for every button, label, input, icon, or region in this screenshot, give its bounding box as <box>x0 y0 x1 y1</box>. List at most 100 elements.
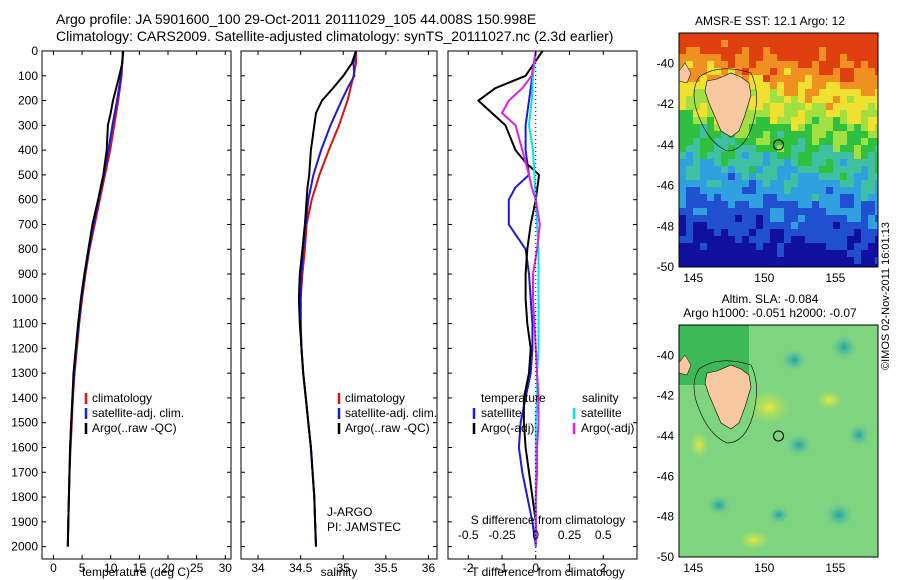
y-tick-label: 1600 <box>11 440 38 454</box>
series-line-temperature-satellite <box>507 51 537 547</box>
legend-label: satellite <box>481 406 522 420</box>
y-tick-label: 400 <box>18 143 38 157</box>
x-tick-label: -1 <box>497 561 508 575</box>
salinity-series-group <box>297 51 357 547</box>
x-tick-label: 0 <box>532 561 539 575</box>
x-tick-label: -2 <box>463 561 474 575</box>
map-y-tick-label: -40 <box>657 348 675 362</box>
y-tick-label: 200 <box>18 94 38 108</box>
legend-label: climatology <box>92 391 152 405</box>
difference-xlabel: T difference from climatology <box>471 565 625 579</box>
y-tick-label: 1300 <box>11 366 38 380</box>
map-y-tick-label: -50 <box>657 260 675 274</box>
map-y-tick-label: -40 <box>657 57 675 71</box>
x2-tick-label: 0.25 <box>558 528 582 542</box>
legend-label: climatology <box>345 391 405 405</box>
y-tick-label: 1800 <box>11 490 38 504</box>
y-tick-label: 0 <box>31 44 38 58</box>
legend-label: satellite-adj. clim. <box>92 406 184 420</box>
temperature-xlabel: temperature (deg C) <box>82 565 190 579</box>
map-y-tick-label: -44 <box>657 138 675 152</box>
x-tick-label: 0 <box>50 561 57 575</box>
x-tick-label: 2 <box>600 561 607 575</box>
map-x-tick-label: 150 <box>754 271 774 285</box>
y-tick-label: 700 <box>18 217 38 231</box>
map-y-tick-label: -42 <box>657 389 675 403</box>
legend-label: satellite-adj. clim. <box>345 406 437 420</box>
map-y-tick-label: -46 <box>657 179 675 193</box>
map-y-tick-label: -42 <box>657 97 675 111</box>
y-tick-label: 1100 <box>12 317 38 331</box>
map-x-tick-label: 145 <box>683 271 703 285</box>
difference-legend: temperature satellite Argo(-adj) salinit… <box>472 391 634 435</box>
legend-label: satellite <box>581 406 622 420</box>
sla-argo-location-marker <box>773 430 784 442</box>
legend-label: Argo(..raw -QC) <box>92 421 177 435</box>
legend-salinity-title: salinity <box>582 391 619 405</box>
series-line-salinity-argo-adj- <box>501 51 541 547</box>
map-x-tick-label: 145 <box>683 561 703 575</box>
x2-tick-label: 0 <box>532 528 539 542</box>
temperature-panel-frame <box>41 50 232 560</box>
series-line-salinity-satellite <box>528 51 540 547</box>
sla-map-title-2: Argo h1000: -0.051 h2000: -0.07 <box>683 306 857 320</box>
map-x-tick-label: 150 <box>754 561 774 575</box>
salinity-xlabel: salinity <box>321 565 358 579</box>
y-tick-label: 1900 <box>11 515 38 529</box>
temperature-series-group <box>66 51 125 547</box>
temperature-legend: climatology satellite-adj. clim. Argo(..… <box>84 391 184 435</box>
sst-argo-location-marker <box>773 139 784 151</box>
y-tick-label: 300 <box>18 118 38 132</box>
map-y-tick-label: -44 <box>657 429 675 443</box>
x-tick-label: 5 <box>79 561 86 575</box>
x-tick-label: 35.5 <box>374 561 398 575</box>
y-tick-label: 1200 <box>11 341 38 355</box>
title-line-1: Argo profile: JA 5901600_100 29-Oct-2011… <box>56 11 537 27</box>
x-tick-label: 10 <box>104 561 118 575</box>
y-tick-label: 1500 <box>11 416 38 430</box>
legend-label: Argo(-adj) <box>481 421 534 435</box>
x-tick-label: 25 <box>190 561 204 575</box>
x-tick-label: 30 <box>219 561 233 575</box>
y-tick-label: 2000 <box>11 540 38 554</box>
map-y-tick-label: -48 <box>657 219 675 233</box>
x-tick-label: 34.5 <box>289 561 313 575</box>
salinity-panel-frame <box>240 50 438 560</box>
legend-label: Argo(..raw -QC) <box>345 421 430 435</box>
y-tick-label: 900 <box>18 267 38 281</box>
x-tick-label: 34 <box>251 561 265 575</box>
map-x-tick-label: 155 <box>825 271 845 285</box>
x-tick-label: 20 <box>161 561 175 575</box>
x-tick-label: 36 <box>422 561 436 575</box>
difference-series-group <box>477 51 544 559</box>
sla-map-title-1: Altim. SLA: -0.084 <box>722 292 819 306</box>
jargo-annotation: J-ARGO <box>327 505 372 519</box>
map-y-tick-label: -50 <box>657 550 675 564</box>
y-tick-label: 800 <box>18 242 38 256</box>
x-tick-label: 15 <box>133 561 147 575</box>
y-tick-label: 600 <box>18 193 38 207</box>
difference-top-axis-label: S difference from climatology <box>471 513 626 527</box>
map-y-tick-label: -46 <box>657 469 675 483</box>
y-tick-label: 1400 <box>11 391 38 405</box>
sst-map-title: AMSR-E SST: 12.1 Argo: 12 <box>695 14 845 28</box>
pi-annotation: PI: JAMSTEC <box>327 520 401 534</box>
legend-label: Argo(-adj) <box>581 421 634 435</box>
y-tick-label: 1000 <box>11 292 38 306</box>
x2-tick-label: -0.25 <box>488 528 516 542</box>
difference-panel-frame <box>447 50 638 560</box>
x-tick-label: 35 <box>337 561 351 575</box>
y-tick-label: 100 <box>18 69 38 83</box>
title-line-2: Climatology: CARS2009. Satellite-adjuste… <box>56 28 614 44</box>
series-line-temperature-argo-adj- <box>477 51 544 547</box>
salinity-legend: climatology satellite-adj. clim. Argo(..… <box>337 391 437 435</box>
series-line-argo-raw-qc- <box>297 51 357 547</box>
axis-ticks-group: 0 5 10 15 20 25 300100200300400500600700800900… <box>11 44 845 575</box>
map-y-tick-label: -48 <box>657 510 675 524</box>
y-tick-label: 500 <box>18 168 38 182</box>
x-tick-label: 1 <box>566 561 573 575</box>
y-tick-label: 1700 <box>11 465 38 479</box>
sst-map <box>678 32 879 268</box>
x2-tick-label: 0.5 <box>595 528 612 542</box>
